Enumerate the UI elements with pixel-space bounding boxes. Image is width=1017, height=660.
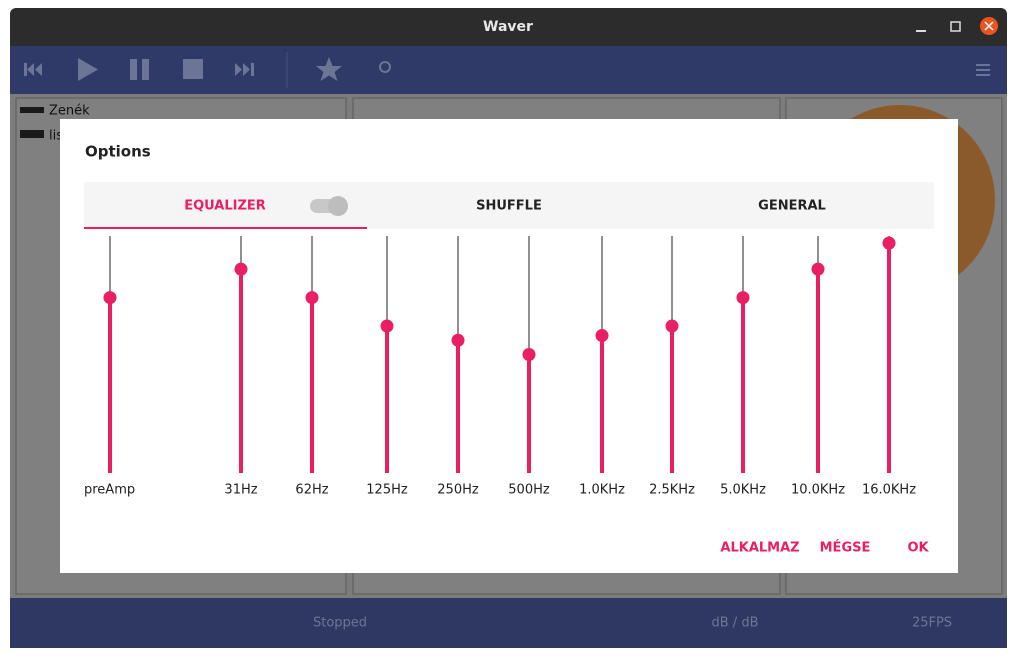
status-bar bbox=[10, 598, 1007, 648]
equalizer: preAmp 31Hz 62Hz 125Hz 250Hz 500Hz 1.0KHz 2.5KH… bbox=[84, 236, 916, 498]
pause-button[interactable] bbox=[130, 59, 149, 80]
tab[interactable]: SHUFFLE bbox=[476, 199, 542, 214]
apply-button[interactable]: ALKALMAZ bbox=[720, 541, 799, 556]
band-label: 62Hz bbox=[295, 483, 328, 498]
previous-button[interactable] bbox=[24, 63, 42, 76]
status-text: Stopped bbox=[313, 616, 367, 631]
band-label: 31Hz bbox=[224, 483, 257, 498]
dialog-title: Options bbox=[85, 143, 151, 161]
band-label: 500Hz bbox=[508, 483, 550, 498]
window-title: Waver bbox=[483, 19, 533, 35]
toggle-knob[interactable] bbox=[328, 196, 348, 216]
tab-indicator bbox=[84, 227, 367, 229]
next-button[interactable] bbox=[235, 63, 254, 76]
band-label: 16.0KHz bbox=[862, 483, 916, 498]
sidebar-item[interactable]: lis bbox=[49, 129, 63, 144]
toolbar bbox=[10, 46, 1007, 94]
toolbar-icons bbox=[24, 57, 990, 81]
ok-button[interactable]: OK bbox=[907, 541, 929, 556]
band-label: 5.0KHz bbox=[720, 483, 766, 498]
tab-bar bbox=[84, 182, 934, 229]
maximize-button[interactable] bbox=[950, 21, 961, 32]
favorite-button[interactable] bbox=[316, 57, 342, 81]
band-label: 125Hz bbox=[366, 483, 408, 498]
cancel-button[interactable]: MÉGSE bbox=[820, 540, 871, 556]
slider-knob[interactable] bbox=[665, 319, 679, 333]
fps-text: 25FPS bbox=[912, 616, 952, 631]
band-label: 2.5KHz bbox=[649, 483, 695, 498]
sidebar-item[interactable]: Zenék bbox=[49, 104, 90, 119]
tab[interactable]: GENERAL bbox=[758, 199, 826, 214]
stop-button[interactable] bbox=[183, 59, 203, 79]
sidebar-icon bbox=[20, 130, 44, 138]
band-label: preAmp bbox=[84, 483, 135, 498]
slider-knob[interactable] bbox=[595, 329, 609, 343]
band-label: 1.0KHz bbox=[579, 483, 625, 498]
band-label: 10.0KHz bbox=[791, 483, 845, 498]
close-icon bbox=[984, 21, 994, 31]
slider-knob[interactable] bbox=[103, 291, 117, 305]
slider-knob[interactable] bbox=[811, 262, 825, 276]
slider-knob[interactable] bbox=[736, 291, 750, 305]
slider-knob[interactable] bbox=[380, 319, 394, 333]
slider-knob[interactable] bbox=[882, 236, 896, 250]
slider-knob[interactable] bbox=[305, 291, 319, 305]
slider-knob[interactable] bbox=[451, 333, 465, 347]
menu-button[interactable] bbox=[976, 64, 990, 76]
tab[interactable]: EQUALIZER bbox=[184, 199, 266, 214]
band-label: 250Hz bbox=[437, 483, 479, 498]
play-button[interactable] bbox=[78, 58, 98, 81]
search-button[interactable] bbox=[379, 61, 391, 73]
slider-knob[interactable] bbox=[522, 348, 536, 361]
sidebar-icon bbox=[20, 107, 44, 113]
slider-knob[interactable] bbox=[234, 262, 248, 276]
level-text: dB / dB bbox=[712, 616, 759, 631]
